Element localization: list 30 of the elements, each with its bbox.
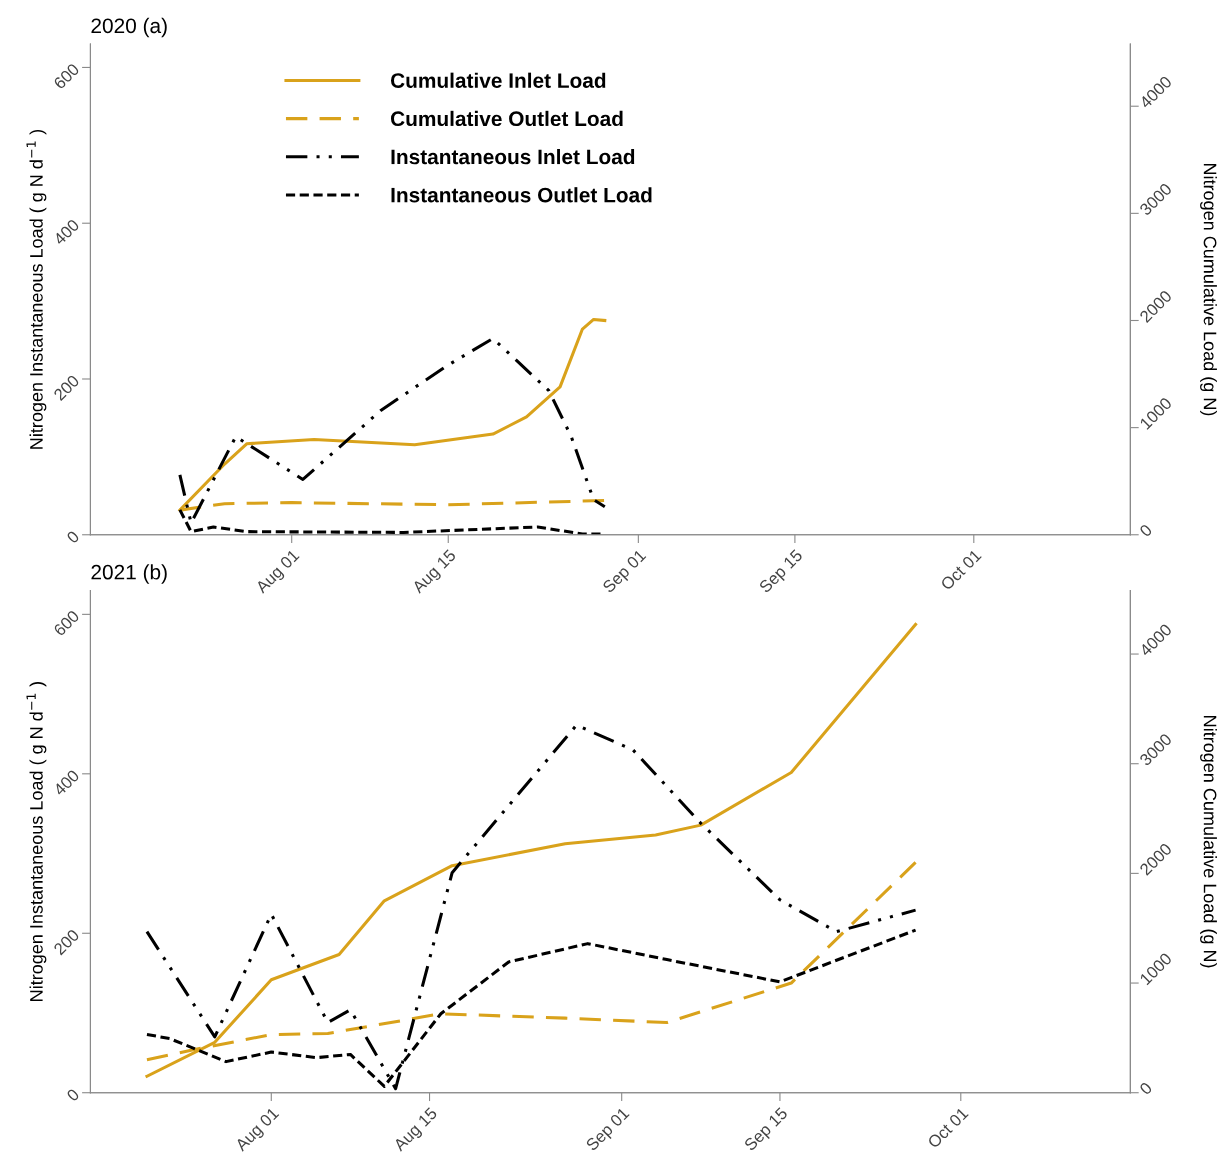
legend-label: Cumulative Inlet Load <box>390 72 606 88</box>
x-tick-label: Sep 15 <box>743 1106 791 1154</box>
y2-tick-label: 0 <box>1138 523 1153 538</box>
chart-title: 2021 (b) <box>91 564 167 584</box>
y-tick-label: 200 <box>52 928 80 956</box>
chart-title: 2020 (a) <box>91 17 167 38</box>
y2-tick-label: 0 <box>1138 1081 1153 1096</box>
x-tick-label: Sep 15 <box>758 548 806 596</box>
y-tick-label: 200 <box>52 374 80 402</box>
y-tick-label: 400 <box>52 218 80 246</box>
y-tick-label: 600 <box>52 62 80 90</box>
x-tick-label: Oct 01 <box>926 1106 969 1149</box>
x-tick-label: Sep 01 <box>601 548 649 596</box>
y-axis-title: Nitrogen Instantaneous Load ( g N d$^{−1}$ ) <box>26 129 47 449</box>
x-tick-label: Aug 01 <box>234 1106 282 1155</box>
y-axis-title: Nitrogen Instantaneous Load ( g N d$^{−1}$ ) <box>26 682 47 1001</box>
y-tick-label: 600 <box>52 609 80 637</box>
x-tick-label: Oct 01 <box>939 548 982 591</box>
y2-axis-title: Nitrogen Cumulative Load (g N) <box>1200 716 1217 968</box>
y-tick-label: 400 <box>52 769 80 797</box>
x-tick-label: Aug 15 <box>392 1106 441 1155</box>
y-tick-label: 0 <box>65 1088 80 1102</box>
x-tick-label: Sep 01 <box>585 1106 633 1154</box>
y-tick-label: 0 <box>65 530 80 545</box>
x-tick-label: Aug 01 <box>254 548 303 597</box>
x-tick-label: Aug 15 <box>411 548 459 597</box>
y2-axis-title: Nitrogen Cumulative Load (g N) <box>1200 163 1217 416</box>
legend-label: Instantaneous Outlet Load <box>391 187 652 203</box>
legend-label: Instantaneous Inlet Load <box>391 148 635 165</box>
legend-label: Cumulative Outlet Load <box>390 110 623 127</box>
